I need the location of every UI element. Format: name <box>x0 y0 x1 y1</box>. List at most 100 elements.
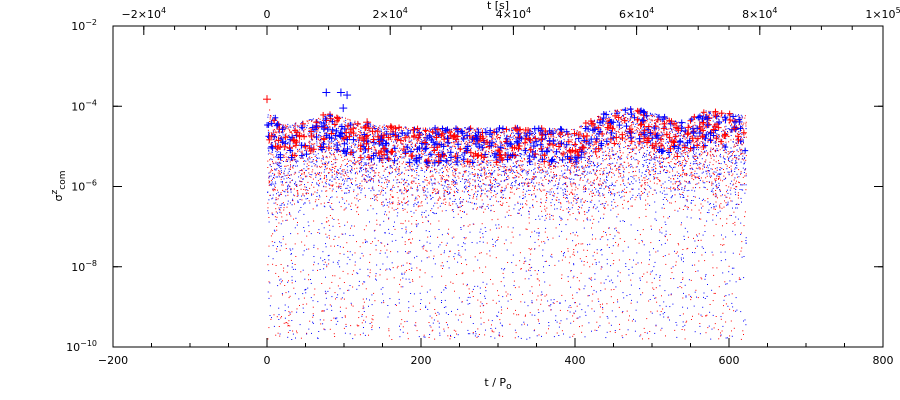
data-point <box>284 134 286 136</box>
data-point <box>288 184 289 186</box>
data-point <box>677 175 679 177</box>
data-point <box>661 327 663 329</box>
data-point <box>642 164 644 165</box>
data-point <box>566 208 568 210</box>
data-point <box>679 162 681 164</box>
data-point <box>635 123 637 125</box>
data-point <box>306 127 308 129</box>
data-point <box>326 176 327 178</box>
data-point <box>709 154 711 156</box>
data-point <box>683 239 685 240</box>
data-point <box>649 152 651 153</box>
data-point <box>505 170 507 172</box>
data-point <box>625 166 627 168</box>
data-point <box>672 131 673 133</box>
data-point <box>743 334 744 335</box>
data-point <box>318 331 320 332</box>
data-point <box>739 182 741 184</box>
data-point <box>465 141 467 143</box>
data-point <box>333 143 335 145</box>
data-point <box>289 169 291 170</box>
data-point <box>635 132 637 134</box>
data-point <box>410 141 412 143</box>
data-point <box>416 164 418 166</box>
data-point <box>568 177 570 179</box>
data-point <box>684 173 686 175</box>
data-point <box>478 149 480 151</box>
data-point <box>558 235 560 237</box>
data-point <box>268 180 270 182</box>
data-point <box>474 174 476 176</box>
data-point <box>639 279 641 281</box>
data-point <box>480 143 482 145</box>
data-point <box>566 151 568 153</box>
data-point <box>350 172 352 174</box>
data-point <box>490 173 492 175</box>
data-point <box>622 220 624 222</box>
data-point <box>324 165 326 167</box>
data-point <box>560 187 562 189</box>
data-point <box>608 227 610 229</box>
data-point <box>726 156 728 158</box>
data-point <box>692 200 694 201</box>
data-point <box>677 186 678 188</box>
data-point <box>651 312 653 314</box>
data-point <box>724 295 726 297</box>
data-point <box>372 188 374 190</box>
data-point <box>594 165 596 166</box>
data-point <box>433 319 435 321</box>
data-point <box>684 324 686 326</box>
data-point <box>668 143 670 144</box>
data-point <box>539 131 541 133</box>
data-point <box>426 188 428 190</box>
data-point <box>608 163 610 164</box>
data-point <box>711 149 713 150</box>
data-point <box>605 185 607 187</box>
data-point <box>301 138 302 140</box>
data-point <box>418 205 420 207</box>
data-point <box>491 190 493 192</box>
data-point <box>523 131 525 133</box>
data-point <box>455 134 457 136</box>
data-point <box>658 127 660 129</box>
data-point <box>720 122 722 124</box>
data-point <box>678 181 680 183</box>
data-point <box>486 131 488 133</box>
data-point <box>596 171 598 172</box>
data-point <box>585 165 587 167</box>
data-point <box>270 164 271 166</box>
data-point <box>608 322 610 324</box>
data-point <box>311 193 312 195</box>
data-point <box>465 131 467 133</box>
data-point <box>662 256 664 257</box>
data-point <box>375 129 377 131</box>
data-point <box>481 189 483 191</box>
data-point <box>608 192 610 194</box>
data-point <box>637 120 639 121</box>
data-point <box>583 264 585 266</box>
data-point <box>297 191 299 193</box>
data-point <box>603 231 605 233</box>
data-point <box>292 135 294 137</box>
data-point <box>548 137 550 139</box>
data-point <box>441 210 443 212</box>
data-point <box>712 155 714 157</box>
data-point <box>434 213 436 215</box>
data-point <box>611 168 613 170</box>
data-point <box>596 191 598 193</box>
data-point <box>513 138 515 140</box>
data-point <box>446 242 448 244</box>
data-point <box>272 132 274 134</box>
data-point <box>569 181 571 183</box>
data-point <box>596 177 598 179</box>
data-point <box>400 128 402 130</box>
data-point <box>378 160 380 162</box>
data-point <box>687 247 689 249</box>
data-point <box>593 164 595 166</box>
data-point <box>538 159 540 161</box>
data-point <box>503 166 505 168</box>
data-point <box>580 150 581 152</box>
data-point <box>609 163 611 165</box>
data-point <box>402 180 404 182</box>
data-point <box>521 132 523 134</box>
